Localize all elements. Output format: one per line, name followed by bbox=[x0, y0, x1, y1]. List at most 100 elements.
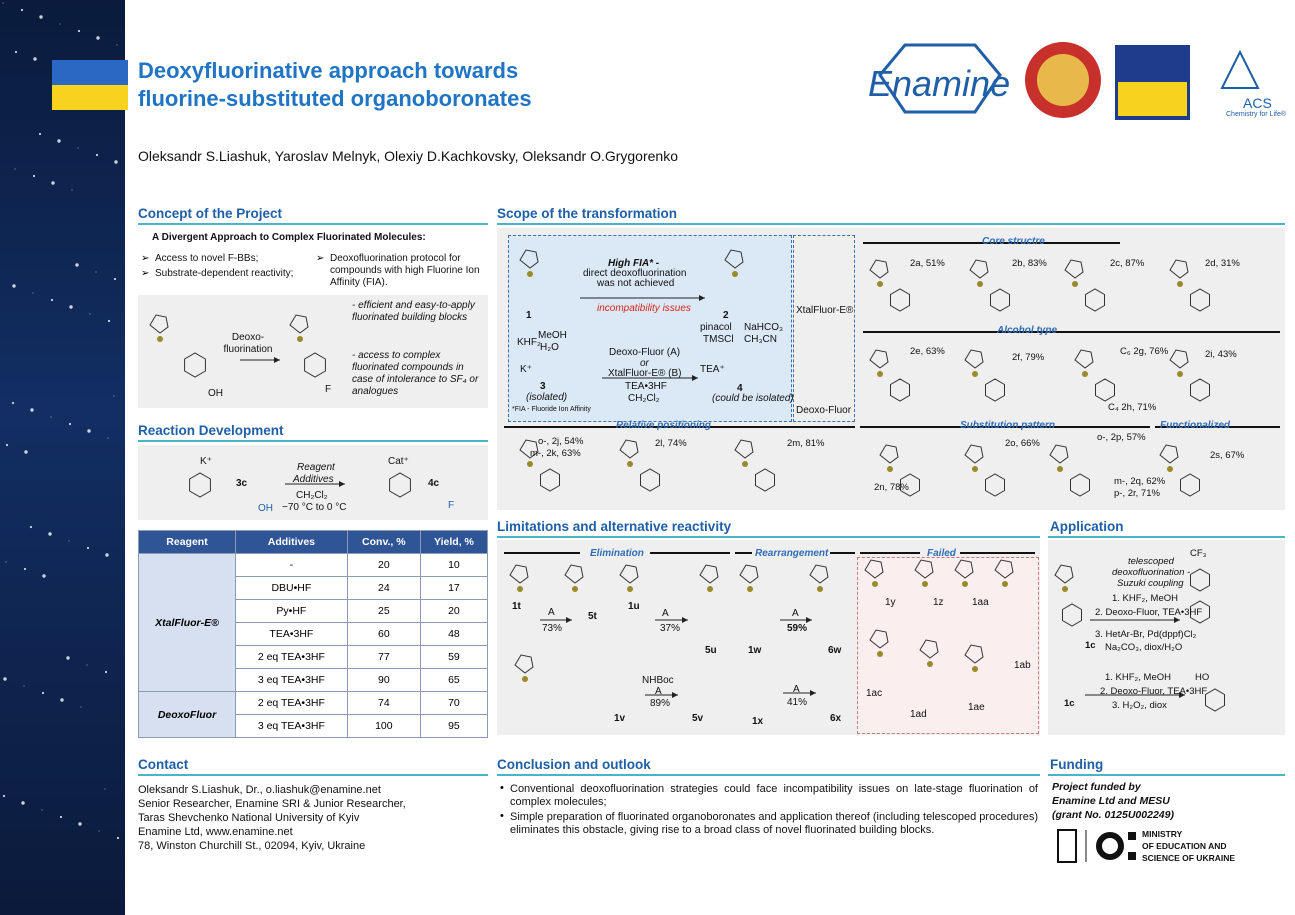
lines-n1: Senior Researcher, Enamine SRI & Junior … bbox=[138, 798, 406, 810]
boron bbox=[1177, 281, 1183, 287]
ring bbox=[389, 472, 411, 498]
scheme-n18: XtalFluor-E® (B) bbox=[608, 368, 682, 379]
schemen1-n1: deoxofluorination - bbox=[1112, 567, 1191, 578]
cell: 20 bbox=[419, 599, 489, 623]
ring bbox=[890, 288, 910, 312]
failed-box bbox=[857, 557, 1039, 734]
scheme-box bbox=[508, 235, 792, 422]
labels-n1: 5t bbox=[588, 611, 597, 622]
schemen2-n2: 3. H₂O₂, diox bbox=[1112, 700, 1167, 711]
conclusion-heading: Conclusion and outlook bbox=[497, 757, 651, 772]
boron bbox=[522, 676, 528, 682]
cell: 74 bbox=[346, 691, 421, 715]
conditions-n1: Additives bbox=[293, 474, 334, 485]
subheadings-n4: Functionalized bbox=[1160, 420, 1230, 431]
bullet-marker: • bbox=[500, 810, 504, 822]
pinacol bbox=[1169, 349, 1189, 369]
cell: 3 eq TEA•3HF bbox=[235, 714, 348, 738]
cell: 95 bbox=[419, 714, 489, 738]
pinacol bbox=[739, 564, 759, 584]
star bbox=[98, 830, 100, 832]
ring bbox=[1062, 603, 1082, 627]
labels-n15: 1y bbox=[885, 597, 896, 608]
scheme-n0: High FIA* - bbox=[608, 258, 660, 269]
boron bbox=[517, 586, 523, 592]
boron bbox=[872, 581, 878, 587]
labels-n13: 41% bbox=[787, 697, 808, 708]
pinacol bbox=[1049, 444, 1069, 464]
pinacol bbox=[509, 564, 529, 584]
labels-n14: 6x bbox=[830, 713, 842, 724]
subheadings-n1: Alcohol type bbox=[997, 325, 1058, 336]
benefits-n1: - access to complex fluorinated compound… bbox=[352, 350, 479, 397]
star bbox=[32, 174, 36, 178]
atoms-n1: F bbox=[325, 384, 332, 395]
boron bbox=[627, 586, 633, 592]
arrow-head bbox=[339, 481, 345, 487]
scheme-n24: *FIA - Fluoride Ion Affinity bbox=[512, 406, 591, 413]
cell: - bbox=[235, 553, 348, 577]
schemen1-n3: 1. KHF₂, MeOH bbox=[1112, 593, 1178, 604]
arrow-head bbox=[1179, 692, 1185, 698]
ring bbox=[1180, 473, 1200, 497]
ministry-n2: SCIENCE OF UKRAINE bbox=[1142, 853, 1236, 863]
labels-n16: 1z bbox=[933, 597, 944, 608]
pinacol bbox=[724, 249, 744, 269]
arrow-head bbox=[699, 295, 705, 301]
scheme-n1: direct deoxofluorination bbox=[583, 268, 687, 279]
scheme-n14: 3 bbox=[540, 381, 546, 392]
star bbox=[32, 292, 34, 294]
arrow-head bbox=[810, 690, 816, 696]
cell: TEA•3HF bbox=[235, 622, 348, 646]
scheme-n5: 2 bbox=[723, 310, 729, 321]
star bbox=[2, 794, 6, 798]
schemen1-n5: 3. HetAr-Br, Pd(dppf)Cl₂ bbox=[1095, 629, 1197, 640]
star bbox=[48, 532, 52, 536]
ring bbox=[1070, 473, 1090, 497]
star bbox=[14, 50, 18, 54]
ring bbox=[540, 468, 560, 492]
lines-n0: Oleksandr S.Liashuk, Dr., o.liashuk@enam… bbox=[138, 784, 381, 796]
star bbox=[39, 15, 43, 19]
boron bbox=[742, 461, 748, 467]
benefits-n0: - efficient and easy-to-apply fluorinate… bbox=[352, 300, 475, 323]
pinacol bbox=[994, 559, 1014, 579]
cell: 17 bbox=[419, 576, 489, 600]
boron bbox=[157, 336, 163, 342]
acs-logo bbox=[1220, 49, 1260, 89]
boron bbox=[1062, 586, 1068, 592]
labels-n7: 59% bbox=[787, 623, 808, 634]
labels-n1: 4c bbox=[428, 478, 440, 489]
mesu-mark bbox=[1096, 832, 1124, 860]
compounds-n5: 2f, 79% bbox=[1012, 352, 1045, 363]
ring bbox=[1190, 600, 1210, 624]
pinacol bbox=[964, 644, 984, 664]
star bbox=[89, 313, 91, 315]
star bbox=[21, 801, 25, 805]
cell: 65 bbox=[419, 668, 489, 692]
star bbox=[68, 422, 72, 426]
compounds-n16: m-, 2q, 62% bbox=[1114, 476, 1166, 487]
labels-n20: 1ad bbox=[910, 709, 927, 720]
star bbox=[51, 181, 55, 185]
star bbox=[66, 656, 70, 660]
boron bbox=[1082, 371, 1088, 377]
boron bbox=[1002, 581, 1008, 587]
compounds-n18: 2s, 67% bbox=[1210, 450, 1245, 461]
scheme-n19: TEA•3HF bbox=[625, 381, 667, 392]
mesu-mark bbox=[1128, 852, 1136, 860]
boron bbox=[887, 466, 893, 472]
star bbox=[69, 305, 73, 309]
ring bbox=[1205, 688, 1225, 712]
bullets-n0: Conventional deoxofluorination strategie… bbox=[510, 783, 1038, 809]
cell: 3 eq TEA•3HF bbox=[235, 668, 348, 692]
cell: 90 bbox=[346, 668, 421, 692]
labels-n5: 5u bbox=[705, 645, 717, 656]
star bbox=[105, 553, 109, 557]
ring bbox=[1085, 288, 1105, 312]
boron bbox=[707, 586, 713, 592]
pinacol bbox=[964, 444, 984, 464]
scheme-n9: pinacol bbox=[700, 322, 732, 333]
ring bbox=[1095, 378, 1115, 402]
mesu-mark bbox=[1128, 832, 1136, 840]
